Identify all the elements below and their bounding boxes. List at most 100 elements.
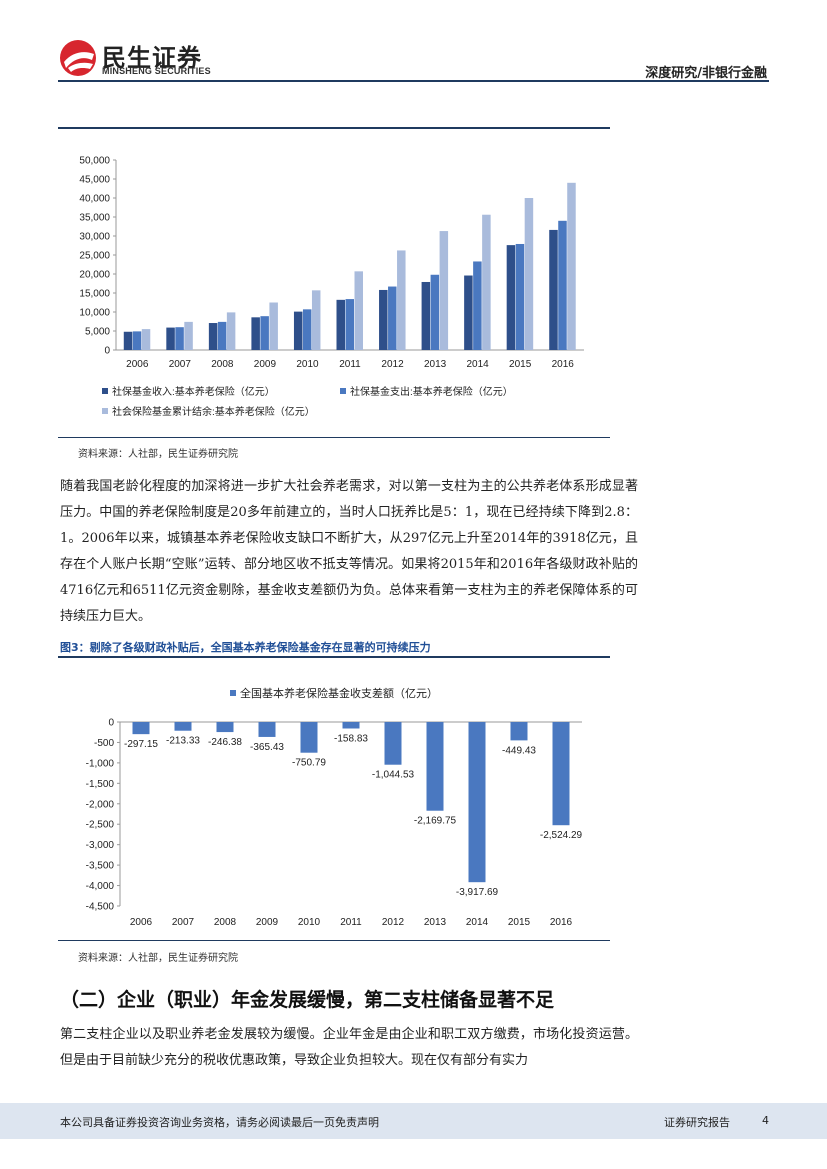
- x-tick-label: 2012: [381, 359, 404, 370]
- bar-series-2: [473, 261, 482, 350]
- y-tick-label: -1,000: [86, 758, 115, 769]
- y-tick-label: 0: [104, 346, 110, 357]
- footer-report-type: 证券研究报告: [664, 1116, 730, 1129]
- data-label: -297.15: [124, 739, 158, 750]
- x-tick-label: 2016: [552, 359, 575, 370]
- y-tick-label: 30,000: [79, 232, 110, 243]
- footer-disclaimer: 本公司具备证券投资咨询业务资格，请务必阅读最后一页免责声明: [60, 1116, 379, 1129]
- bar: [384, 722, 402, 765]
- y-tick-label: 40,000: [79, 194, 110, 205]
- y-tick-label: 50,000: [79, 156, 110, 167]
- bar-series-2: [217, 321, 227, 350]
- bar: [342, 722, 360, 729]
- x-tick-label: 2011: [340, 917, 362, 928]
- bar-series-2: [132, 331, 142, 350]
- legend-swatch-1: [102, 388, 108, 394]
- x-tick-label: 2015: [508, 917, 531, 928]
- x-tick-label: 2007: [172, 917, 195, 928]
- x-tick-label: 2011: [339, 359, 361, 370]
- bar-series-3: [226, 312, 236, 350]
- bar-series-1: [208, 323, 218, 350]
- bar-series-3: [184, 321, 193, 350]
- figure3-source: 资料来源：人社部，民生证券研究院: [78, 953, 238, 964]
- bar-series-3: [524, 198, 534, 350]
- x-tick-label: 2015: [509, 359, 532, 370]
- y-tick-label: -1,500: [86, 779, 115, 790]
- figure3-title: 图3：剔除了各级财政补贴后，全国基本养老保险基金存在显著的可持续压力: [60, 641, 431, 654]
- bar-series-3: [439, 231, 449, 350]
- x-tick-label: 2013: [424, 917, 447, 928]
- bar-series-2: [515, 243, 525, 350]
- x-tick-label: 2010: [298, 917, 321, 928]
- x-tick-label: 2009: [256, 917, 279, 928]
- data-label: -750.79: [292, 758, 326, 769]
- data-label: -158.83: [334, 733, 368, 744]
- bar-series-2: [558, 220, 567, 350]
- data-label: -2,524.29: [540, 830, 583, 841]
- body-paragraph-1: 随着我国老龄化程度的加深将进一步扩大社会养老需求，对以第一支柱为主的公共养老体系…: [60, 479, 638, 624]
- figure2-chart: 0 5,000 10,000 15,000 20,000 25,000 30,000 35,0…: [79, 156, 584, 418]
- bar-series-1: [549, 229, 558, 350]
- header-divider: [58, 80, 769, 82]
- y-tick-label: -500: [94, 738, 114, 749]
- y-tick-label: 25,000: [79, 251, 110, 262]
- bar: [216, 722, 234, 733]
- x-tick-label: 2014: [467, 359, 490, 370]
- bar-series-2: [345, 299, 354, 350]
- bar-series-1: [506, 245, 516, 350]
- page-footer: 本公司具备证券投资咨询业务资格，请务必阅读最后一页免责声明 证券研究报告 4: [0, 1103, 827, 1139]
- x-tick-label: 2006: [126, 359, 149, 370]
- bar: [510, 722, 528, 741]
- y-tick-label: -3,000: [86, 840, 115, 851]
- y-tick-label: 35,000: [79, 213, 110, 224]
- x-tick-label: 2008: [214, 917, 237, 928]
- x-tick-label: 2009: [254, 359, 277, 370]
- y-tick-label: -3,500: [86, 861, 115, 872]
- page-number: 4: [762, 1114, 769, 1127]
- legend-label-2: 社保基金支出:基本养老保险（亿元）: [350, 385, 513, 398]
- logo-english-text: MINSHENG SECURITIES: [102, 66, 211, 76]
- bar-series-2: [260, 316, 269, 350]
- data-label: -246.38: [208, 737, 242, 748]
- x-tick-label: 2006: [130, 917, 153, 928]
- y-tick-label: 5,000: [85, 327, 110, 338]
- bar-series-1: [166, 327, 175, 350]
- data-label: -365.43: [250, 742, 284, 753]
- y-tick-label: -2,000: [86, 799, 115, 810]
- data-label: -213.33: [166, 736, 200, 747]
- legend-swatch-3: [102, 408, 108, 414]
- y-tick-label: -2,500: [86, 820, 115, 831]
- bar: [552, 722, 570, 826]
- bar-series-1: [379, 289, 388, 350]
- legend-label-1: 全国基本养老保险基金收支差额（亿元）: [240, 686, 438, 700]
- logo-chinese-text: 民生证券: [102, 44, 202, 72]
- bar-series-2: [302, 309, 312, 350]
- bar-series-1: [123, 331, 133, 350]
- bar-series-1: [336, 299, 345, 350]
- bar-series-3: [354, 271, 363, 350]
- bar: [426, 722, 444, 811]
- report-category: 深度研究/非银行金融: [645, 66, 767, 81]
- y-tick-label: -4,500: [86, 902, 115, 913]
- x-tick-label: 2016: [550, 917, 573, 928]
- bar-series-1: [251, 317, 260, 350]
- bar: [300, 722, 318, 753]
- data-label: -2,169.75: [414, 816, 457, 827]
- x-tick-label: 2012: [382, 917, 405, 928]
- legend-label-1: 社保基金收入:基本养老保险（亿元）: [112, 385, 275, 398]
- bar: [132, 722, 150, 735]
- bar-series-2: [388, 286, 397, 350]
- y-tick-label: 15,000: [79, 289, 110, 300]
- y-tick-label: 20,000: [79, 270, 110, 281]
- figure2-bottom-rule: [58, 437, 610, 438]
- legend-label-3: 社会保险基金累计结余:基本养老保险（亿元）: [112, 405, 315, 418]
- data-label: -1,044.53: [372, 770, 415, 781]
- bar-series-2: [175, 327, 184, 350]
- y-tick-label: 10,000: [79, 308, 110, 319]
- x-tick-label: 2010: [296, 359, 319, 370]
- section-heading: （二）企业（职业）年金发展缓慢，第二支柱储备显著不足: [60, 989, 555, 1011]
- y-tick-label: -4,000: [86, 881, 115, 892]
- bar-series-1: [464, 275, 473, 350]
- data-label: -449.43: [502, 745, 536, 756]
- bar: [174, 722, 192, 731]
